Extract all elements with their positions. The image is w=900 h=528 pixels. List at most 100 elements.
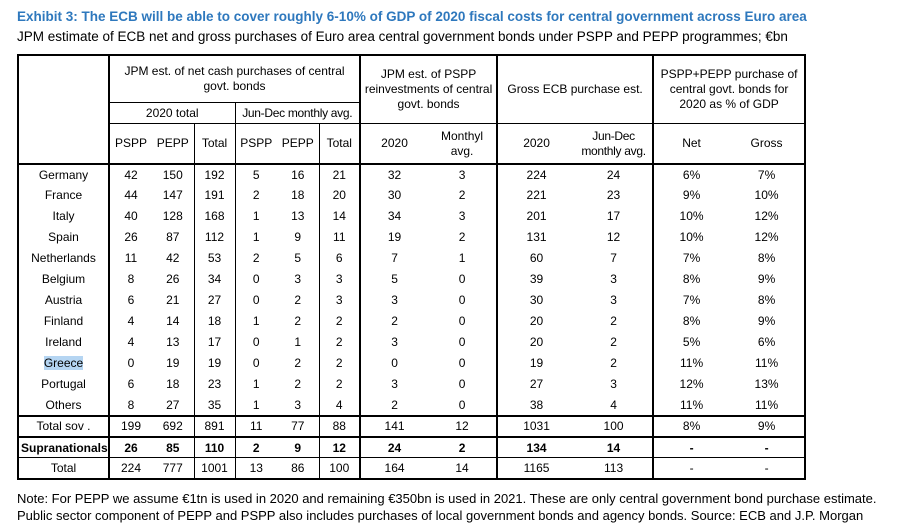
table-cell: 9% [757, 314, 776, 329]
table-cell: 13 [277, 205, 320, 227]
table-cell: 1 [252, 209, 260, 224]
table-cell: 11 [124, 251, 138, 266]
row-label: Netherlands [18, 247, 110, 269]
row-label: Total [18, 457, 110, 479]
table-row: Spain 26 87 112 1 9 11 19 2 131 12 10% 12% [18, 226, 805, 248]
table-cell: 9% [729, 414, 806, 438]
table-cell: 9 [277, 226, 320, 248]
table-cell: 18 [152, 373, 195, 395]
table-cell: 201 [526, 209, 547, 224]
row-label: Austria [18, 289, 110, 311]
table-cell: 26 [152, 268, 195, 290]
table-cell: 2 [391, 314, 398, 329]
table-cell: 14 [575, 436, 655, 459]
table-cell: 19 [529, 356, 544, 371]
table-cell: - [729, 436, 806, 459]
row-label: Belgium [18, 268, 110, 290]
table-cell: 10% [754, 188, 779, 203]
table-cell: 34 [194, 268, 236, 290]
table-cell: 5 [252, 167, 260, 182]
table-body: Germany 42 150 192 5 16 21 32 3 224 24 6% 7% France 44… [18, 163, 806, 479]
table-cell: 0 [391, 356, 398, 371]
table-cell: 38 [529, 397, 544, 412]
table-cell: 3 [277, 394, 320, 416]
table-cell: 2 [428, 184, 499, 206]
table-cell: 4 [319, 394, 362, 416]
table-cell: 5 [391, 272, 398, 287]
table-cell: 8% [682, 314, 701, 329]
table-cell: 3 [319, 268, 362, 290]
table-cell: 20 [529, 335, 544, 350]
table-cell: 3 [428, 163, 499, 185]
table-cell: 87 [152, 226, 195, 248]
table-cell: 0 [428, 289, 499, 311]
table-cell: 88 [319, 414, 362, 438]
table-cell: 30 [529, 293, 544, 308]
table-cell: 1 [252, 314, 260, 329]
table-cell: 2 [319, 373, 362, 395]
table-cell: 2 [319, 352, 362, 374]
row-label: Others [18, 394, 110, 416]
col-header-pspp-avg: PSPP [235, 123, 277, 165]
table-cell: 141 [360, 414, 429, 438]
table-cell: 53 [194, 247, 236, 269]
table-cell: 4 [127, 314, 135, 329]
note-text: Note: For PEPP we assume €1tn is used in… [17, 490, 877, 524]
table-row: Supranationals 26 85 110 2 9 12 24 2 134 14- - [18, 436, 806, 459]
table-cell: 2 [277, 310, 320, 332]
row-label: France [18, 184, 110, 206]
table-cell: 7 [575, 247, 655, 269]
table-cell: 9 [277, 436, 320, 459]
table-cell: 1 [252, 377, 260, 392]
table-cell: 0 [252, 335, 260, 350]
col-header-total-2020: Total [194, 123, 236, 165]
row-label: Portugal [18, 373, 110, 395]
table-cell: 1 [277, 331, 320, 353]
table-cell: 3 [391, 335, 398, 350]
table-cell: 3 [277, 268, 320, 290]
table-cell: 10% [679, 209, 704, 224]
table-row: Total 224 777 1001 13 86 100 164 14 1165 113 - - [18, 457, 805, 479]
table-cell: 9% [757, 272, 776, 287]
col-header-net-pct: Net [653, 123, 730, 165]
table-cell: 20 [529, 314, 544, 329]
table-cell: 164 [384, 461, 405, 475]
table-cell: 0 [428, 394, 499, 416]
table-cell: 8% [757, 293, 776, 308]
table-cell: 777 [152, 457, 195, 479]
table-row: Germany 42 150 192 5 16 21 32 3 224 24 6% 7% [18, 163, 805, 185]
table-row: Ireland 4 13 17 0 1 2 3 0 20 2 5% 6% [18, 331, 805, 353]
table-cell: 18 [194, 310, 236, 332]
table-cell: 0 [252, 356, 260, 371]
table-cell: 3 [319, 289, 362, 311]
table-row: Finland 4 14 18 1 2 2 2 0 20 2 8% 9% [18, 310, 805, 332]
table-cell: 112 [194, 226, 236, 248]
table-cell: 18 [277, 184, 320, 206]
header-row-subgroups: 2020 total Jun-Dec monthly avg. [18, 102, 805, 125]
table-cell: 12 [575, 226, 655, 248]
table-cell: 5% [682, 335, 701, 350]
table-row: Netherlands 11 42 53 2 5 6 7 1 60 7 7% 8% [18, 247, 805, 269]
table-cell: 24 [360, 436, 429, 459]
table-cell: 168 [194, 205, 236, 227]
table-cell: 27 [152, 394, 195, 416]
row-label: Finland [18, 310, 110, 332]
table-cell: 8% [653, 414, 730, 438]
table-cell: 16 [277, 163, 320, 185]
table-cell: 1001 [194, 457, 236, 479]
col-header-gross-2020: 2020 [497, 123, 576, 165]
table-cell: 12 [428, 414, 499, 438]
col-group-gross-ecb: Gross ECB purchase est. [497, 54, 655, 125]
table-cell: 199 [109, 414, 152, 438]
table-row: Others 8 27 35 1 3 4 2 0 38 4 11% 11% [18, 394, 805, 416]
table-cell: 891 [194, 414, 236, 438]
table-cell: 8 [127, 397, 135, 412]
table-cell: 77 [277, 414, 320, 438]
table-cell: 3 [575, 268, 655, 290]
table-cell: 12 [319, 436, 362, 459]
table-cell: 2 [391, 397, 398, 412]
table-cell: 113 [575, 457, 655, 479]
table-cell: 0 [428, 331, 499, 353]
table-cell: 26 [124, 230, 138, 245]
table-cell: 192 [194, 163, 236, 185]
